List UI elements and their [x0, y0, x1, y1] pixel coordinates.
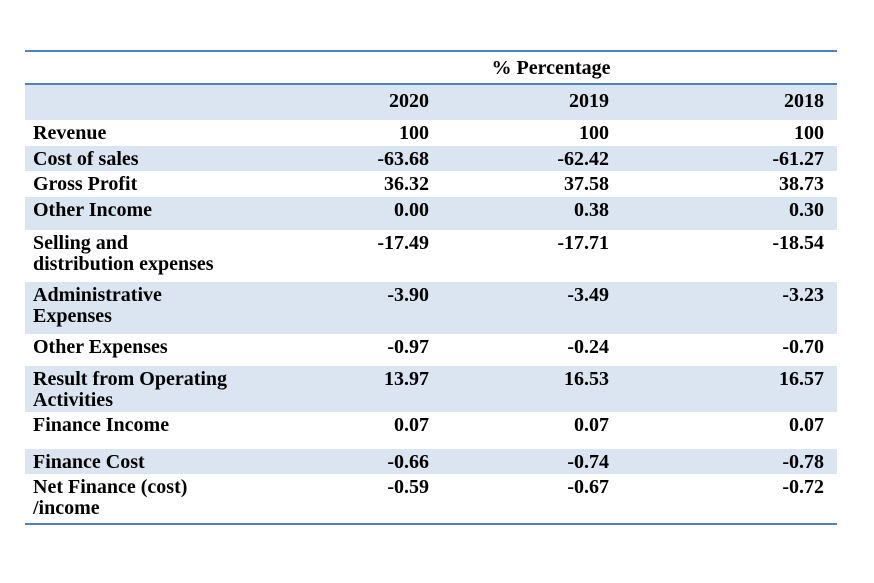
row-label: Gross Profit [33, 173, 138, 195]
table-title: % Percentage [265, 50, 837, 85]
row-label: Cost of sales [25, 146, 265, 171]
row-label: Other Income [25, 197, 265, 230]
value-cell: -3.23 [622, 282, 837, 334]
table-row: Other Income 0.00 0.38 0.30 [25, 197, 837, 230]
row-label: Revenue [33, 122, 107, 144]
table-row: Administrative Expenses -3.90 -3.49 -3.23 [25, 282, 837, 334]
table-row: Revenue 100 100 100 [25, 120, 837, 146]
value-cell: -0.67 [442, 474, 622, 525]
value-cell: 0.30 [622, 197, 837, 230]
table-row: Cost of sales -63.68 -62.42 -61.27 [25, 146, 837, 171]
value-cell: -0.24 [567, 336, 609, 358]
row-label: Other Expenses [33, 336, 168, 358]
table-row: Finance Income 0.07 0.07 0.07 [25, 412, 837, 449]
value-cell: 13.97 [265, 366, 442, 412]
value-cell: -0.97 [387, 336, 429, 358]
year-header-row: 2020 2019 2018 [25, 84, 837, 120]
value-cell: -0.78 [622, 449, 837, 474]
table-row: Gross Profit 36.32 37.58 38.73 [25, 171, 837, 197]
value-cell: 100 [579, 122, 609, 144]
value-cell: 0.07 [789, 414, 824, 436]
row-label: Net Finance (cost) /income [25, 474, 265, 525]
table-row: Selling and distribution expenses -17.49 -… [25, 230, 837, 282]
row-label: Result from Operating Activities [25, 366, 265, 412]
value-cell: 16.53 [442, 366, 622, 412]
row-label: Finance Cost [25, 449, 265, 474]
value-cell: -61.27 [622, 146, 837, 171]
table-row: Finance Cost -0.66 -0.74 -0.78 [25, 449, 837, 474]
year-header-spacer [25, 84, 265, 120]
value-cell: -0.74 [442, 449, 622, 474]
table-row: Result from Operating Activities 13.97 16.… [25, 366, 837, 412]
value-cell: -0.66 [265, 449, 442, 474]
row-label: Administrative Expenses [25, 282, 265, 334]
row-label: Selling and distribution expenses [33, 232, 214, 275]
value-cell: 38.73 [779, 173, 824, 195]
value-cell: -0.70 [782, 336, 824, 358]
year-header-2018: 2018 [622, 84, 837, 120]
value-cell: -0.72 [622, 474, 837, 525]
value-cell: -17.71 [557, 232, 609, 254]
value-cell: -63.68 [265, 146, 442, 171]
value-cell: -3.90 [265, 282, 442, 334]
value-cell: 16.57 [622, 366, 837, 412]
value-cell: 0.07 [394, 414, 429, 436]
row-label: Finance Income [33, 414, 170, 436]
value-cell: 100 [399, 122, 429, 144]
value-cell: 37.58 [564, 173, 609, 195]
year-header-2019: 2019 [442, 84, 622, 120]
value-cell: -0.59 [265, 474, 442, 525]
title-row-spacer [25, 50, 265, 85]
value-cell: -18.54 [772, 232, 824, 254]
value-cell: -3.49 [442, 282, 622, 334]
value-cell: -62.42 [442, 146, 622, 171]
year-header-2020: 2020 [265, 84, 442, 120]
table-row: Other Expenses -0.97 -0.24 -0.70 [25, 334, 837, 366]
value-cell: 0.38 [442, 197, 622, 230]
value-cell: -17.49 [377, 232, 429, 254]
value-cell: 0.07 [574, 414, 609, 436]
value-cell: 0.00 [265, 197, 442, 230]
value-cell: 36.32 [384, 173, 429, 195]
value-cell: 100 [794, 122, 824, 144]
table-row: Net Finance (cost) /income -0.59 -0.67 -0.7… [25, 474, 837, 525]
percentage-table: % Percentage 2020 2019 2018 Revenue 100 10… [25, 50, 837, 525]
table-title-row: % Percentage [25, 50, 837, 85]
